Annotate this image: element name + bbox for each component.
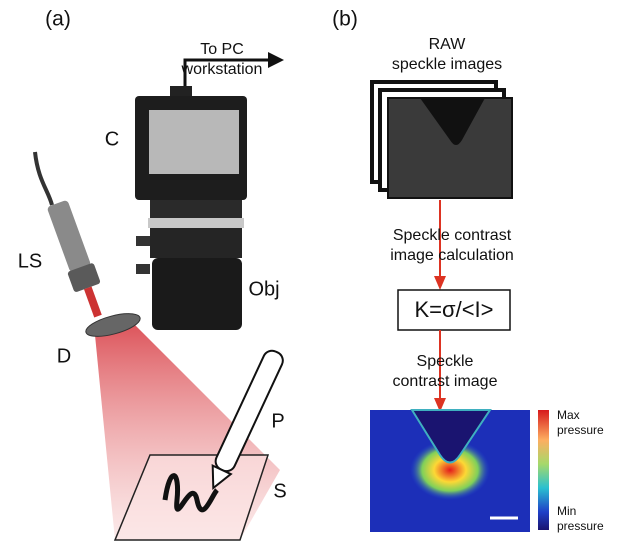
lens-ring (150, 228, 242, 258)
laser-cable (35, 152, 52, 205)
colorbar-label: pressure (557, 423, 604, 437)
colorbar-label: pressure (557, 519, 604, 533)
arrowhead (268, 52, 284, 68)
lens-screw (136, 236, 150, 246)
camera-panel (149, 110, 239, 174)
laser (44, 199, 111, 321)
lens-ring (148, 218, 244, 228)
panel-label: (b) (332, 8, 358, 31)
figure: (a) To PC workstation C L (0, 0, 619, 544)
colorbar (538, 410, 549, 530)
panel-a: (a) To PC workstation C L (18, 8, 287, 540)
panel-b: (b) RAW speckle images Speckle contrast … (332, 8, 604, 534)
laser-label: LS (18, 250, 42, 272)
raw-label: RAW (429, 36, 467, 53)
output-label: To PC (200, 41, 244, 58)
lens-ring (150, 200, 242, 218)
pen-label: P (271, 410, 284, 432)
raw-label: speckle images (392, 56, 502, 73)
sample-label: S (273, 480, 286, 502)
colorbar-label: Min (557, 504, 576, 518)
camera-label: C (105, 128, 119, 150)
objective-label: Obj (248, 278, 279, 300)
panel-label: (a) (45, 8, 71, 31)
arrowhead (434, 276, 446, 290)
step-label: Speckle contrast (393, 227, 512, 244)
laser-body (47, 200, 92, 273)
output-label: workstation (181, 61, 263, 78)
step-label: image calculation (390, 247, 514, 264)
result-label: contrast image (393, 373, 498, 390)
lens-screw (136, 264, 150, 274)
lens-body (152, 258, 242, 330)
diffuser-label: D (57, 345, 71, 367)
colorbar-label: Max (557, 408, 580, 422)
formula: K=σ/<I> (414, 297, 493, 322)
result-label: Speckle (417, 353, 474, 370)
laser-beam (84, 287, 102, 318)
